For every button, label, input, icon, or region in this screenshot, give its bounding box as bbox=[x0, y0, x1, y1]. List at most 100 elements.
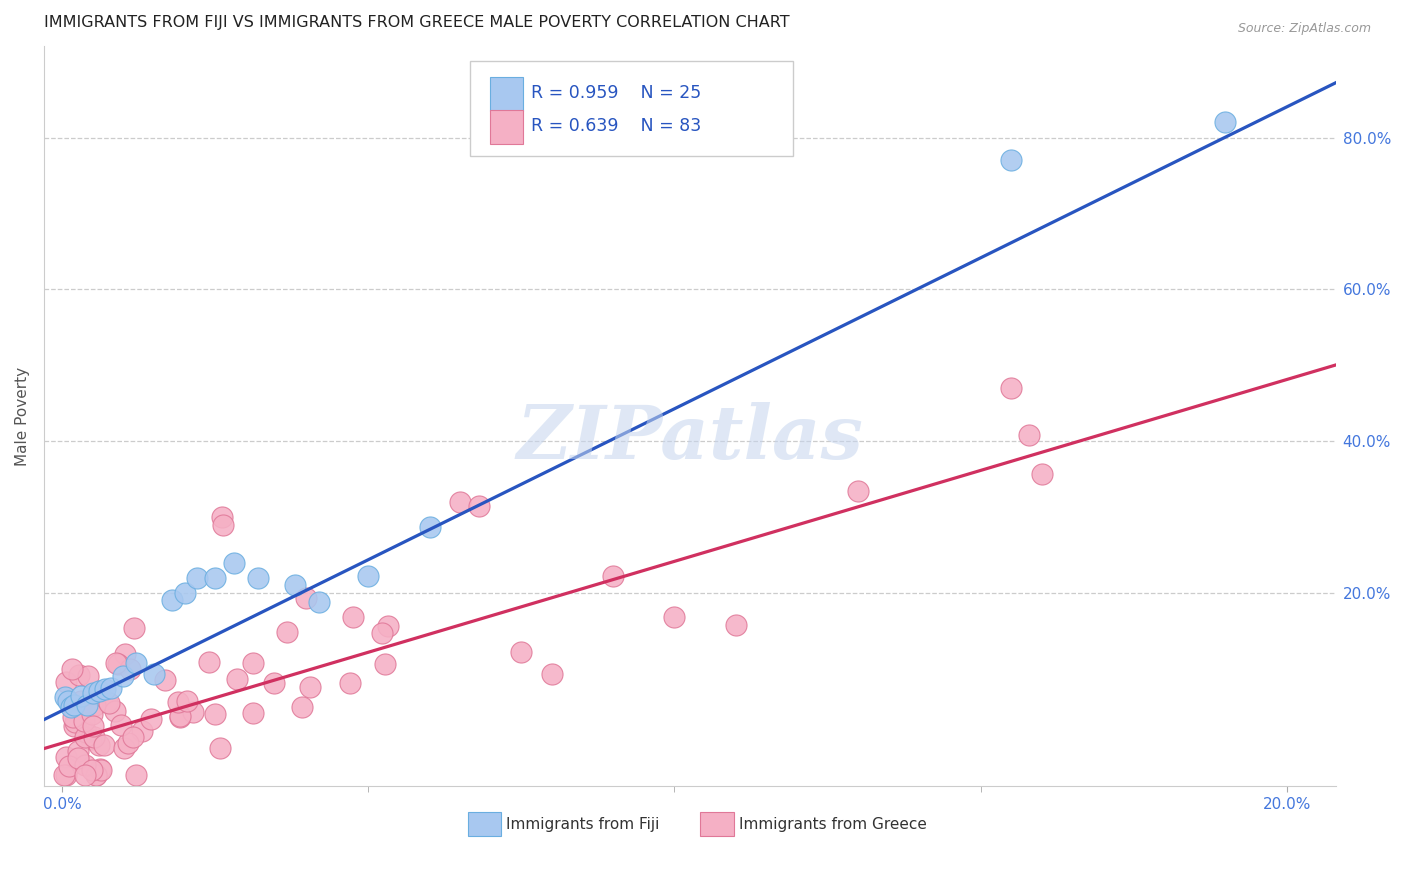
Point bbox=[104, 704, 127, 718]
Point bbox=[242, 706, 264, 721]
Point bbox=[73, 768, 96, 782]
Point bbox=[58, 758, 80, 772]
Point bbox=[53, 768, 76, 782]
Point bbox=[90, 763, 112, 777]
Point bbox=[77, 669, 100, 683]
Point bbox=[1215, 115, 1237, 129]
Point bbox=[186, 571, 208, 585]
Text: Immigrants from Greece: Immigrants from Greece bbox=[738, 816, 927, 831]
Point bbox=[342, 609, 364, 624]
Point bbox=[1031, 467, 1053, 482]
Point bbox=[69, 689, 91, 703]
Point bbox=[308, 595, 330, 609]
Point bbox=[541, 667, 564, 681]
Point bbox=[67, 668, 90, 682]
Point bbox=[82, 719, 104, 733]
Point bbox=[176, 693, 198, 707]
Point bbox=[204, 571, 226, 585]
Point bbox=[198, 655, 221, 669]
Point bbox=[1000, 153, 1022, 168]
Point bbox=[122, 731, 145, 745]
Point bbox=[467, 499, 489, 513]
Point bbox=[87, 684, 110, 698]
Point bbox=[84, 768, 107, 782]
Point bbox=[93, 738, 115, 752]
Point bbox=[84, 698, 107, 712]
Point bbox=[357, 568, 380, 582]
Point bbox=[211, 510, 233, 524]
Text: IMMIGRANTS FROM FIJI VS IMMIGRANTS FROM GREECE MALE POVERTY CORRELATION CHART: IMMIGRANTS FROM FIJI VS IMMIGRANTS FROM … bbox=[44, 15, 790, 30]
Point bbox=[105, 657, 128, 671]
Point bbox=[58, 694, 80, 708]
Point bbox=[143, 667, 166, 681]
Point bbox=[153, 673, 176, 687]
Point bbox=[82, 699, 104, 714]
Point bbox=[339, 676, 361, 690]
Point bbox=[80, 697, 103, 711]
Text: R = 0.959    N = 25: R = 0.959 N = 25 bbox=[531, 84, 702, 102]
Point bbox=[120, 662, 142, 676]
Point bbox=[66, 744, 89, 758]
Point bbox=[664, 610, 686, 624]
Point bbox=[208, 740, 231, 755]
Point bbox=[125, 657, 148, 671]
Point bbox=[602, 569, 624, 583]
Point bbox=[167, 695, 190, 709]
Point bbox=[242, 656, 264, 670]
Point bbox=[377, 619, 399, 633]
Point bbox=[82, 686, 104, 700]
FancyBboxPatch shape bbox=[489, 110, 523, 145]
Text: ZIPatlas: ZIPatlas bbox=[516, 402, 863, 475]
Point bbox=[62, 710, 84, 724]
Point bbox=[83, 730, 105, 744]
Point bbox=[69, 694, 91, 708]
Point bbox=[60, 699, 83, 714]
Text: Immigrants from Fiji: Immigrants from Fiji bbox=[506, 816, 659, 831]
Point bbox=[204, 706, 226, 721]
Point bbox=[117, 736, 139, 750]
Point bbox=[80, 764, 103, 778]
Point bbox=[724, 617, 747, 632]
Text: Source: ZipAtlas.com: Source: ZipAtlas.com bbox=[1237, 22, 1371, 36]
Point bbox=[846, 484, 869, 499]
Point bbox=[212, 517, 235, 532]
Point bbox=[419, 520, 441, 534]
Point bbox=[291, 700, 314, 714]
Point bbox=[63, 714, 86, 729]
Point bbox=[284, 578, 307, 592]
Point bbox=[67, 751, 90, 765]
FancyBboxPatch shape bbox=[468, 813, 501, 836]
Point bbox=[53, 690, 76, 704]
Point bbox=[87, 738, 110, 752]
Point bbox=[60, 661, 83, 675]
Y-axis label: Male Poverty: Male Poverty bbox=[15, 367, 30, 466]
Point bbox=[55, 750, 77, 764]
Point bbox=[1000, 381, 1022, 395]
Point bbox=[114, 647, 136, 661]
Point bbox=[162, 593, 184, 607]
Point bbox=[94, 682, 117, 697]
Point bbox=[374, 657, 396, 671]
Point bbox=[247, 571, 270, 585]
Text: R = 0.639    N = 83: R = 0.639 N = 83 bbox=[531, 118, 702, 136]
Point bbox=[55, 675, 77, 690]
FancyBboxPatch shape bbox=[489, 77, 523, 111]
Point bbox=[63, 698, 86, 712]
Point bbox=[131, 724, 153, 739]
Point bbox=[298, 681, 321, 695]
Point bbox=[276, 625, 298, 640]
FancyBboxPatch shape bbox=[700, 813, 734, 836]
Point bbox=[169, 709, 191, 723]
Point bbox=[107, 657, 129, 672]
Point bbox=[96, 696, 118, 710]
Point bbox=[222, 556, 245, 570]
Point bbox=[89, 762, 111, 776]
Point bbox=[75, 724, 97, 739]
Point bbox=[371, 626, 394, 640]
Point bbox=[169, 710, 191, 724]
Point bbox=[183, 706, 205, 720]
Point bbox=[75, 730, 97, 744]
Point bbox=[98, 696, 121, 710]
Point bbox=[122, 621, 145, 635]
Point bbox=[76, 698, 98, 712]
